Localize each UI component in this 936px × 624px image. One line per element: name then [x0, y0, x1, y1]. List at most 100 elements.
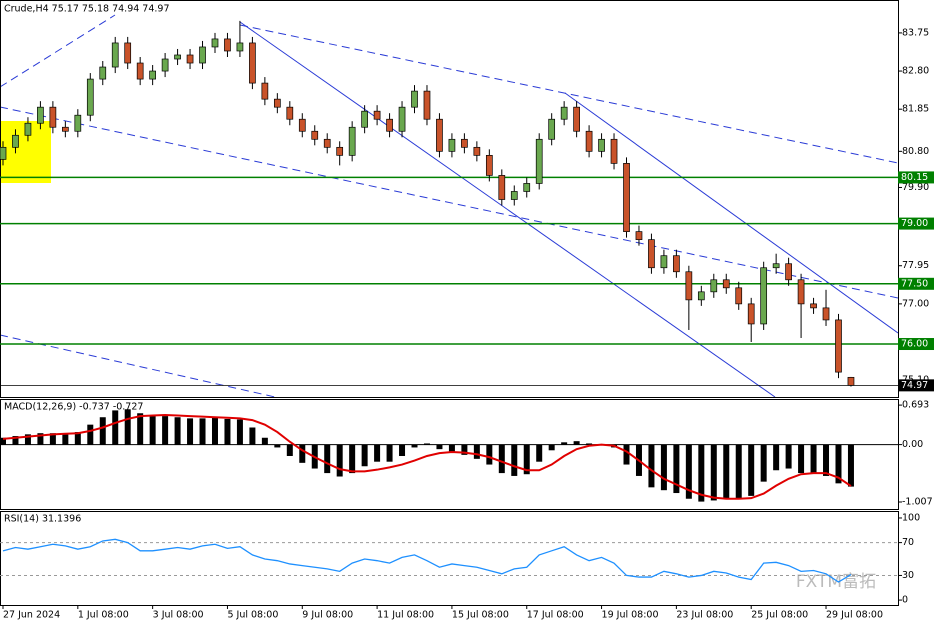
- candle-body: [722, 279, 730, 289]
- candle-body: [236, 42, 244, 52]
- histogram-bar: [249, 427, 256, 445]
- histogram-bar: [386, 444, 393, 462]
- candle-body: [697, 291, 705, 301]
- level-label: 76.00: [901, 339, 928, 350]
- candle-body: [835, 319, 842, 373]
- histogram-bar: [523, 444, 530, 475]
- histogram-bar: [112, 410, 119, 445]
- histogram-bar: [760, 444, 767, 482]
- histogram-bar: [399, 444, 406, 456]
- histogram-bar: [548, 444, 555, 451]
- y-tick-label: 77.95: [902, 260, 929, 271]
- histogram-bar: [37, 433, 44, 445]
- indicator-label: RSI(14) 31.1396: [4, 514, 81, 525]
- candle-body: [311, 130, 319, 140]
- histogram-bar: [12, 436, 19, 445]
- candle-body: [785, 263, 792, 281]
- candle-body: [0, 146, 7, 160]
- histogram-bar: [685, 444, 692, 499]
- histogram-bar: [24, 434, 31, 445]
- y-tick-label: 0: [902, 595, 908, 606]
- candle-body: [573, 106, 580, 132]
- histogram-bar: [623, 444, 630, 465]
- candle-body: [249, 42, 256, 84]
- candle-body: [498, 175, 506, 200]
- x-tick-label: 23 Jul 08:00: [676, 610, 733, 621]
- histogram-bar: [174, 417, 181, 445]
- candle-body: [99, 66, 107, 80]
- candle-body: [735, 287, 743, 305]
- histogram-bar: [448, 444, 455, 452]
- trend-line: [564, 92, 899, 334]
- histogram-bar: [411, 444, 418, 448]
- candle-body: [37, 106, 44, 124]
- histogram-bar: [785, 444, 792, 469]
- histogram-bar: [573, 441, 580, 445]
- histogram-bar: [486, 444, 493, 465]
- histogram-bar: [773, 444, 780, 471]
- candle-body: [224, 38, 231, 52]
- histogram-bar: [561, 442, 568, 445]
- candle-body: [111, 42, 119, 68]
- candle-body: [211, 38, 219, 48]
- histogram-bar: [74, 432, 81, 445]
- candle-body: [149, 70, 156, 80]
- candle-body: [423, 90, 431, 120]
- candle-body: [174, 54, 181, 60]
- histogram-bar: [299, 444, 306, 463]
- y-tick-label: 100: [902, 512, 920, 523]
- histogram-bar: [823, 444, 830, 476]
- candle-body: [623, 163, 630, 232]
- candle-body: [436, 118, 443, 152]
- candle-body: [24, 122, 32, 136]
- histogram-bar: [124, 409, 131, 445]
- candle-body: [635, 231, 643, 240]
- histogram-bar: [149, 416, 156, 445]
- candle-body: [847, 376, 855, 386]
- trend-line: [239, 21, 776, 398]
- panel-frame: [0, 399, 899, 510]
- candle-body: [261, 82, 269, 100]
- candle-body: [161, 58, 169, 72]
- indicator-label: MACD(12,26,9) -0.737 -0.727: [4, 402, 143, 413]
- chart-header: Crude,H4 75.17 75.18 74.94 74.97: [4, 4, 170, 15]
- histogram-bar: [187, 418, 194, 445]
- last-price-tag: [898, 379, 934, 392]
- candle-body: [74, 114, 82, 132]
- histogram-bar: [87, 424, 94, 445]
- candle-body: [473, 146, 481, 156]
- y-tick-label: 81.85: [902, 104, 929, 115]
- level-label: 80.15: [901, 172, 928, 183]
- candle-body: [448, 138, 456, 152]
- candle-body: [548, 118, 556, 140]
- candle-body: [585, 130, 593, 152]
- candle-body: [361, 110, 368, 128]
- candle-body: [373, 110, 381, 120]
- trend-line: [0, 334, 276, 398]
- histogram-bar: [498, 444, 505, 474]
- candle-body: [273, 98, 281, 108]
- candle-body: [810, 303, 817, 309]
- level-label: 79.00: [901, 218, 928, 229]
- candle-body: [136, 62, 144, 80]
- candle-body: [822, 307, 830, 321]
- histogram-bar: [211, 417, 218, 445]
- y-tick-label: 0.00: [902, 439, 923, 450]
- candle-body: [336, 146, 344, 156]
- candle-body: [461, 138, 468, 148]
- rsi-line: [2, 538, 852, 583]
- candle-body: [323, 138, 331, 148]
- histogram-bar: [224, 418, 231, 445]
- watermark: FXTM富拓: [796, 572, 876, 592]
- histogram-bar: [847, 444, 854, 487]
- panel-frame: [0, 511, 899, 606]
- histogram-bar: [274, 444, 281, 448]
- y-tick-label: 82.80: [902, 66, 929, 77]
- histogram-bar: [810, 444, 817, 474]
- trend-lines: [0, 14, 899, 398]
- y-tick-label: 77.00: [902, 298, 929, 309]
- candle-body: [747, 303, 755, 325]
- histogram-bar: [710, 444, 717, 501]
- histogram-bar: [660, 444, 667, 491]
